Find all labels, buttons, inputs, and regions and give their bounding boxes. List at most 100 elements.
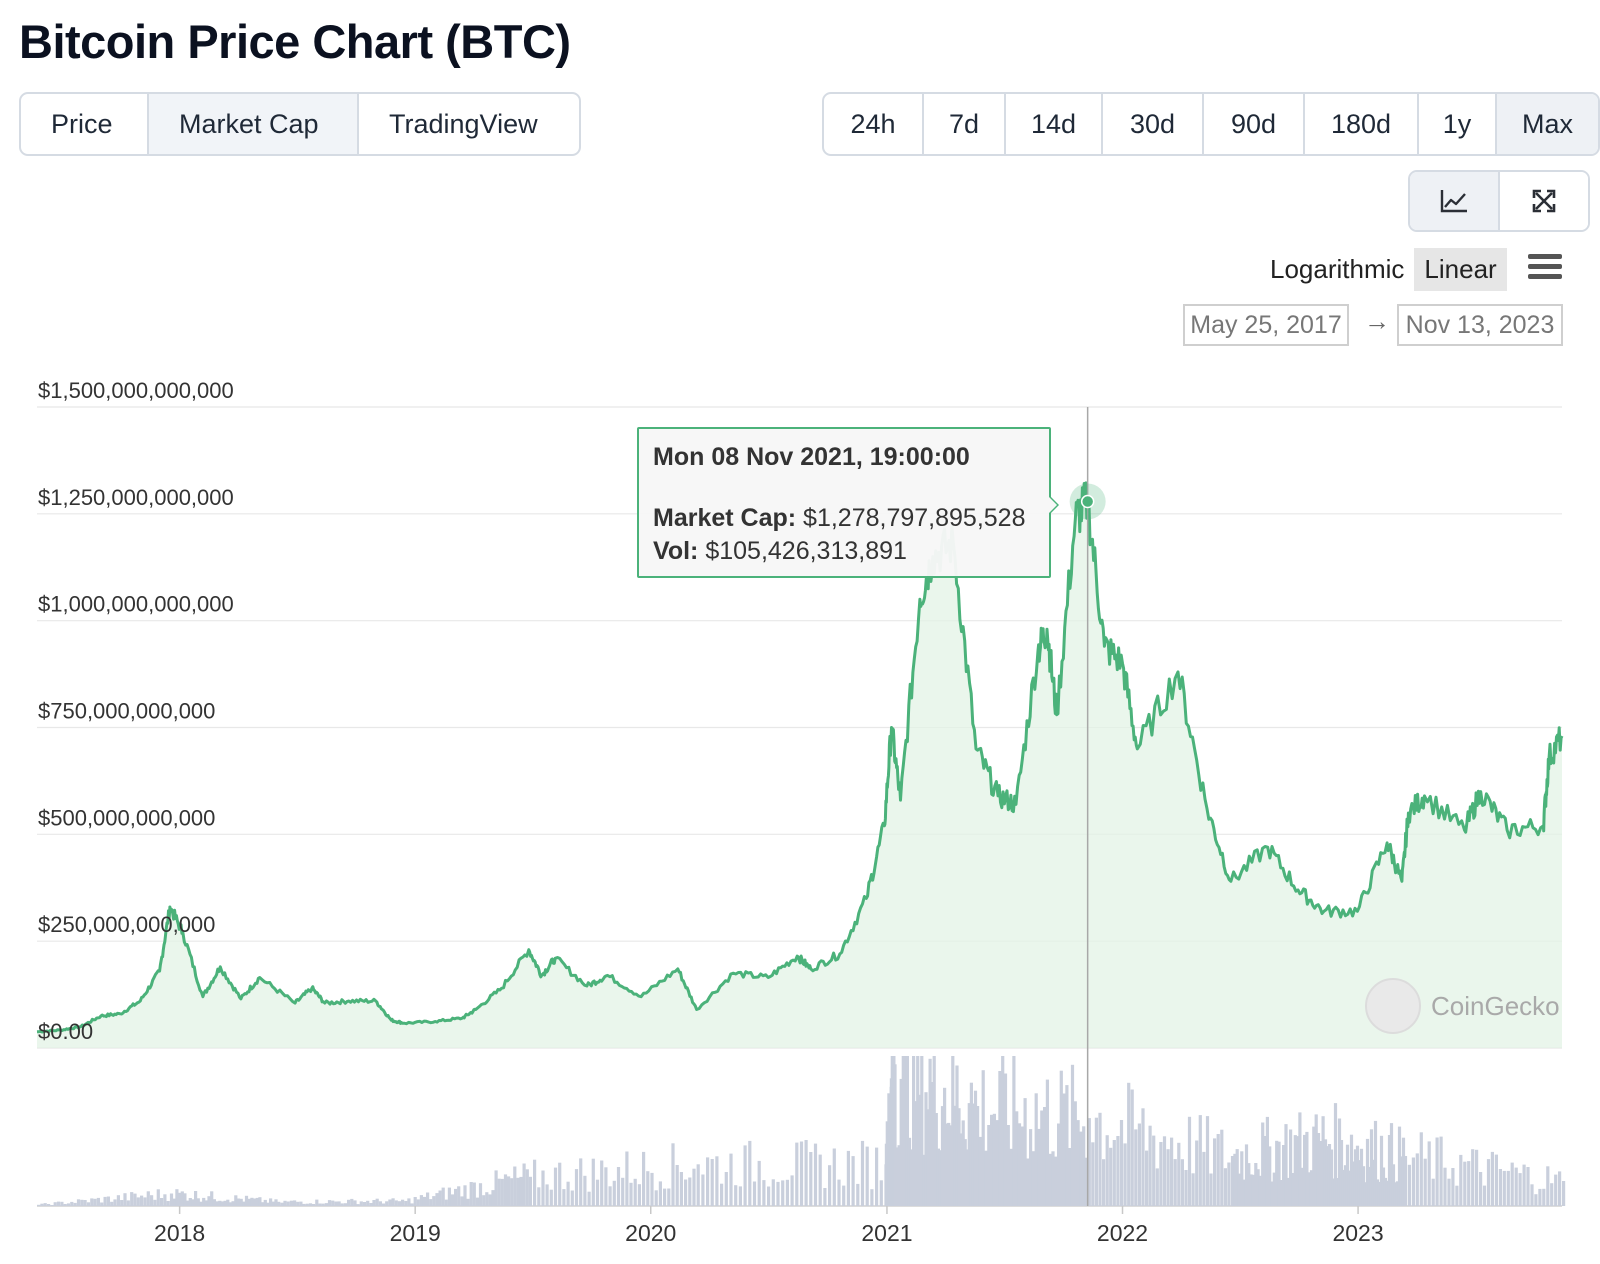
volume-bar xyxy=(612,1180,616,1206)
volume-bar xyxy=(865,1146,869,1206)
volume-bar xyxy=(846,1150,850,1206)
volume-bar xyxy=(318,1203,322,1206)
range-180d[interactable]: 180d xyxy=(1305,94,1419,154)
volume-bar xyxy=(1451,1168,1455,1206)
volume-bar xyxy=(519,1176,523,1206)
range-max[interactable]: Max xyxy=(1497,94,1598,154)
volume-bar xyxy=(1173,1159,1177,1206)
volume-bar xyxy=(901,1056,905,1206)
volume-bar xyxy=(1244,1144,1249,1206)
volume-bar xyxy=(1486,1159,1491,1206)
fullscreen-button[interactable] xyxy=(1500,172,1588,230)
volume-bar xyxy=(1216,1134,1220,1206)
date-arrow-icon: → xyxy=(1364,306,1390,336)
volume-bar xyxy=(955,1065,959,1206)
volume-bar xyxy=(397,1201,402,1206)
volume-bar xyxy=(706,1157,710,1206)
range-selector: 24h 7d 14d 30d 90d 180d 1y Max xyxy=(822,92,1600,156)
volume-bar xyxy=(438,1190,442,1206)
line-chart-button[interactable] xyxy=(1410,172,1500,230)
volume-bar xyxy=(1562,1181,1566,1206)
volume-bar xyxy=(1312,1126,1316,1206)
volume-bar xyxy=(172,1198,176,1206)
volume-bar xyxy=(50,1205,54,1206)
chart-view-buttons xyxy=(1408,170,1590,232)
range-1y[interactable]: 1y xyxy=(1419,94,1497,154)
volume-bar xyxy=(1261,1122,1265,1206)
volume-bar xyxy=(965,1149,969,1206)
volume-bar xyxy=(1170,1137,1174,1206)
volume-bar xyxy=(663,1188,667,1206)
scale-linear[interactable]: Linear xyxy=(1414,247,1507,291)
volume-bar xyxy=(1379,1135,1384,1206)
volume-bar xyxy=(771,1179,775,1206)
range-7d[interactable]: 7d xyxy=(924,94,1006,154)
date-from-input[interactable]: May 25, 2017 xyxy=(1183,304,1349,346)
volume-bar xyxy=(441,1187,445,1206)
volume-bar xyxy=(984,1150,988,1206)
volume-bar xyxy=(1254,1163,1258,1206)
volume-bar xyxy=(175,1189,179,1206)
volume-bar xyxy=(1300,1167,1304,1206)
range-14d[interactable]: 14d xyxy=(1006,94,1103,154)
scale-logarithmic[interactable]: Logarithmic xyxy=(1270,253,1405,284)
volume-bar xyxy=(629,1182,633,1206)
volume-bar xyxy=(113,1199,117,1206)
y-tick-label: $750,000,000,000 xyxy=(38,699,215,724)
volume-bar xyxy=(1048,1153,1052,1206)
volume-bar xyxy=(1162,1136,1167,1206)
volume-bar xyxy=(76,1199,81,1206)
volume-bar xyxy=(860,1140,865,1206)
volume-bar xyxy=(1286,1177,1290,1206)
volume-bar xyxy=(1187,1116,1192,1206)
volume-bar xyxy=(688,1177,692,1206)
volume-bar xyxy=(604,1167,608,1206)
volume-bar xyxy=(53,1202,57,1206)
volume-bar xyxy=(1220,1129,1224,1206)
volume-bar xyxy=(1538,1188,1542,1206)
volume-bar xyxy=(907,1137,912,1206)
hamburger-menu-icon[interactable] xyxy=(1528,254,1562,284)
volume-bar xyxy=(1152,1135,1156,1206)
volume-bar xyxy=(743,1145,747,1206)
tab-market-cap[interactable]: Market Cap xyxy=(149,94,359,154)
range-90d[interactable]: 90d xyxy=(1204,94,1305,154)
coingecko-logo-icon xyxy=(1365,978,1421,1034)
volume-bar xyxy=(1130,1089,1134,1206)
tab-price[interactable]: Price xyxy=(21,94,149,154)
volume-bar xyxy=(271,1201,275,1206)
volume-bar xyxy=(239,1198,243,1206)
tab-tradingview[interactable]: TradingView xyxy=(389,108,538,139)
volume-bar xyxy=(1209,1173,1213,1206)
volume-bar xyxy=(1393,1182,1398,1206)
volume-bar xyxy=(1546,1166,1550,1206)
highlight-point xyxy=(1080,494,1095,509)
volume-bar xyxy=(1279,1180,1283,1206)
volume-bar xyxy=(720,1183,724,1206)
volume-bar xyxy=(932,1056,936,1206)
volume-bar xyxy=(1353,1149,1358,1206)
volume-bar xyxy=(553,1167,558,1206)
volume-bar xyxy=(308,1203,313,1206)
volume-bar xyxy=(1363,1182,1368,1206)
volume-bar xyxy=(242,1201,246,1206)
volume-bar xyxy=(1435,1137,1439,1206)
date-to-input[interactable]: Nov 13, 2023 xyxy=(1397,304,1563,346)
range-24h[interactable]: 24h xyxy=(824,94,924,154)
volume-bar xyxy=(646,1171,650,1206)
volume-bar xyxy=(404,1201,408,1206)
volume-bar xyxy=(255,1197,259,1206)
chart-tab-group: Price Market Cap TradingView xyxy=(19,92,581,156)
volume-bar xyxy=(790,1175,794,1206)
volume-bar xyxy=(658,1181,662,1206)
volume-bar xyxy=(347,1199,351,1206)
volume-bar xyxy=(1068,1148,1072,1206)
volume-bar xyxy=(587,1191,591,1206)
volume-bar xyxy=(444,1199,448,1206)
volume-bar xyxy=(274,1199,278,1206)
page-title: Bitcoin Price Chart (BTC) xyxy=(19,15,571,68)
range-30d[interactable]: 30d xyxy=(1103,94,1204,154)
volume-bar xyxy=(133,1193,137,1206)
volume-bar xyxy=(762,1180,766,1206)
